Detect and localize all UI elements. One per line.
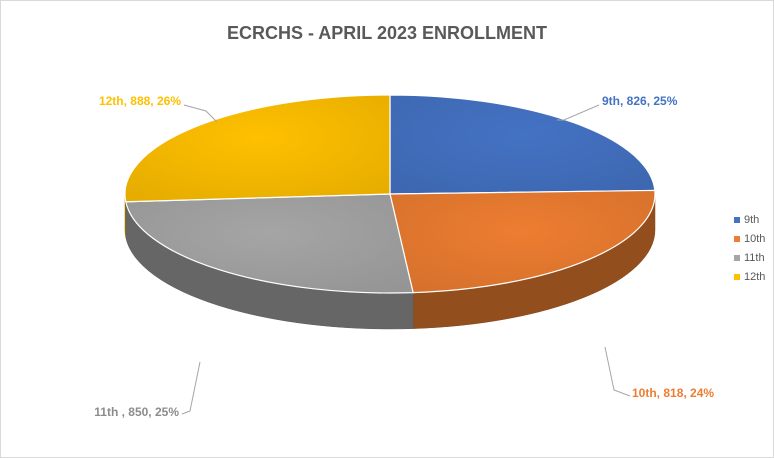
legend-label-9th: 9th xyxy=(744,213,760,226)
data-label-11th: 11th , 850, 25% xyxy=(94,405,179,419)
chart-title: ECRCHS - APRIL 2023 ENROLLMENT xyxy=(226,23,548,43)
leader-line-10th xyxy=(604,346,631,397)
legend-swatch-9th xyxy=(734,216,740,223)
leader-line-9th xyxy=(557,104,600,121)
legend-label-12th: 12th xyxy=(744,270,766,283)
legend-item-10th: 10th xyxy=(734,229,765,248)
pie-slice-12th xyxy=(124,94,391,203)
data-label-10th: 10th, 818, 24% xyxy=(632,386,714,400)
legend-item-11th: 11th xyxy=(734,248,765,267)
legend-label-10th: 10th xyxy=(744,232,766,245)
pie-slice-9th xyxy=(389,94,656,195)
legend-item-12th: 12th xyxy=(734,267,765,286)
legend-swatch-11th xyxy=(734,254,740,261)
legend: 9th 10th 11th 12th xyxy=(734,210,765,286)
pie-slice-11th xyxy=(125,193,414,294)
data-label-12th: 12th, 888, 26% xyxy=(99,94,181,108)
legend-label-11th: 11th xyxy=(744,251,765,264)
legend-swatch-10th xyxy=(734,235,740,242)
data-label-9th: 9th, 826, 25% xyxy=(602,94,678,108)
data-labels: 9th, 826, 25% 10th, 818, 24% 11th , 850, 2… xyxy=(94,94,714,419)
legend-item-9th: 9th xyxy=(734,210,765,229)
leader-lines xyxy=(181,104,631,415)
pie-slice-10th xyxy=(389,189,656,294)
pie-slices xyxy=(124,94,656,294)
leader-line-12th xyxy=(183,104,218,123)
leader-line-11th xyxy=(181,361,201,415)
legend-swatch-12th xyxy=(734,273,740,280)
